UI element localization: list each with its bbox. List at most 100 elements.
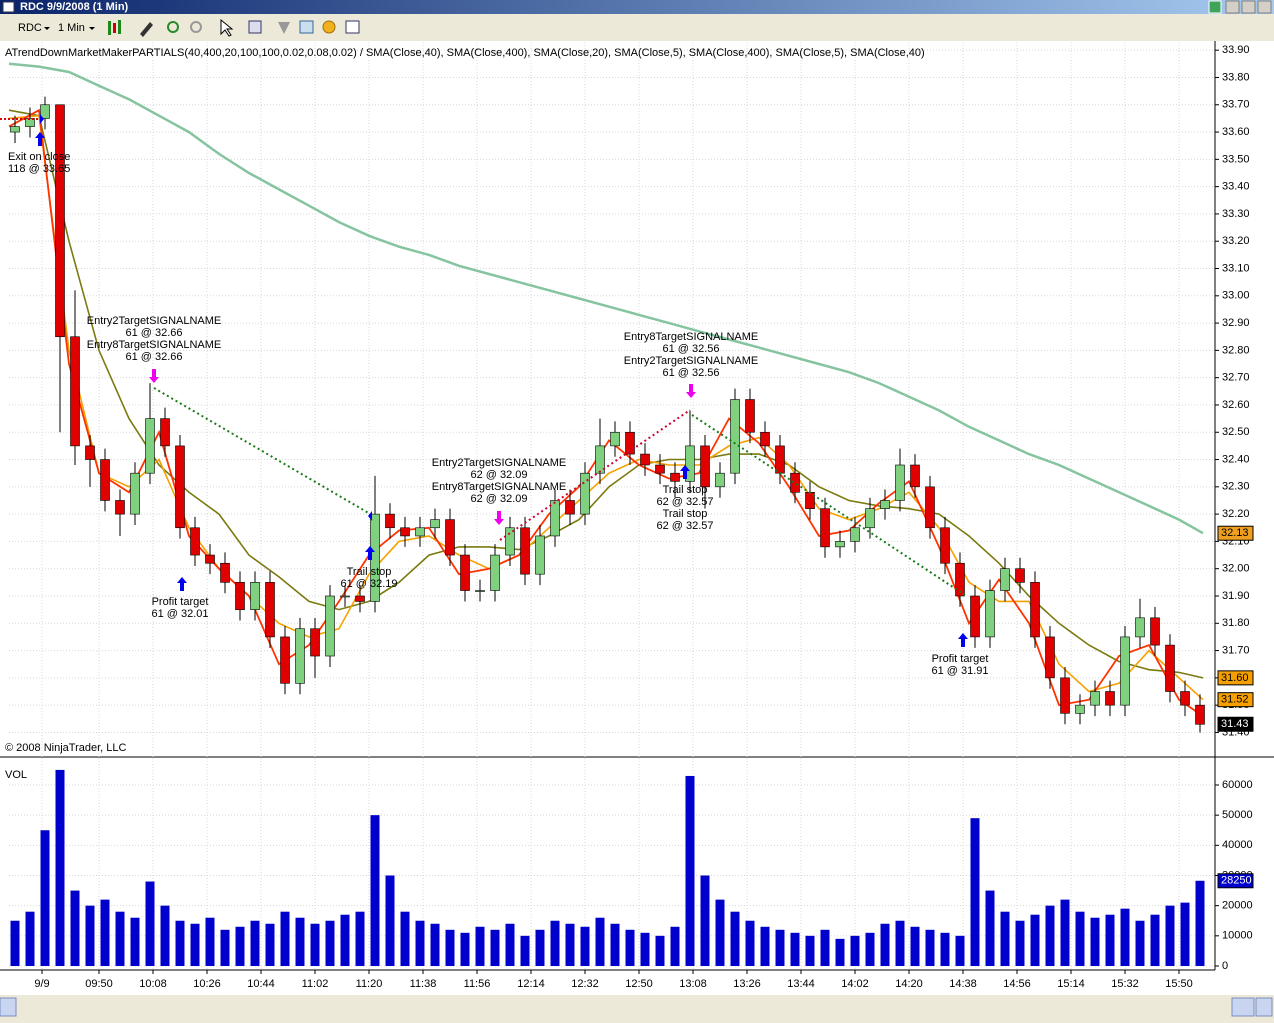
x-tick-label: 13:26 [733,978,761,990]
trade-annotation: Entry8TargetSIGNALNAME [624,331,759,343]
x-tick-label: 10:08 [139,978,167,990]
candle-body [1180,691,1190,706]
candle-body [880,500,890,509]
volume-bar [400,911,410,966]
volume-bar [205,917,215,966]
y-tick-label: 33.80 [1222,71,1250,83]
volume-bar [1105,914,1115,966]
minimize-button[interactable] [1225,0,1240,14]
candle-body [610,431,620,447]
volume-bar [805,935,815,966]
y-tick-label: 31.70 [1222,644,1250,656]
y-tick-label: 50000 [1222,809,1253,821]
candle-body [220,562,230,583]
candle-body [400,527,410,537]
scroll-left[interactable] [0,997,17,1017]
link-button[interactable] [1208,0,1222,14]
trade-annotation: 62 @ 32.09 [470,493,527,505]
instrument-selector[interactable]: RDC [18,22,42,34]
y-tick-label: 32.60 [1222,399,1250,411]
volume-bar [550,920,560,966]
volume-bar [460,932,470,966]
trade-annotation: Entry2TargetSIGNALNAME [87,315,222,327]
candle-body [250,582,260,610]
volume-bar [220,929,230,966]
volume-bar [685,775,695,966]
title-bar [0,0,1274,14]
volume-bar [880,923,890,966]
candle-body [820,508,830,548]
last-value-label: 32.13 [1221,527,1249,539]
candle-body [595,445,605,474]
x-tick-label: 9/9 [34,978,49,990]
volume-bar [295,917,305,966]
volume-bar [730,911,740,966]
candle-body [520,527,530,575]
toolbar-icons[interactable] [108,18,360,37]
candle-body [430,519,440,529]
x-tick-label: 14:38 [949,978,977,990]
x-tick-label: 11:02 [302,978,329,990]
trade-annotation: 61 @ 32.56 [662,343,719,355]
volume-bar [85,905,95,966]
candle-body [895,464,905,501]
candle-body [10,126,20,133]
trade-annotation: 61 @ 32.66 [125,351,182,363]
last-value-box [1217,873,1254,889]
volume-bar [865,932,875,966]
app-icon [2,1,15,13]
volume-bar [565,923,575,966]
candle-body [145,418,155,474]
volume-bar [895,920,905,966]
candle-body [760,431,770,447]
trade-annotation: Trail stop [663,508,708,520]
y-tick-label: 33.10 [1222,262,1250,274]
volume-bar [1000,911,1010,966]
volume-bar [445,929,455,966]
candle-body [115,500,125,515]
candle-body [85,445,95,460]
volume-bar [430,923,440,966]
y-tick-label: 32.20 [1222,508,1250,520]
volume-bar [145,881,155,966]
candle-body [775,445,785,474]
candle-body [265,582,275,638]
y-tick-label: 33.60 [1222,126,1250,138]
candle-body [940,527,950,564]
volume-bar [670,926,680,966]
volume-bar [370,815,380,966]
candle-body [985,590,995,638]
trade-annotation: 62 @ 32.09 [470,469,527,481]
volume-bar [1060,899,1070,966]
maximize-button[interactable] [1241,0,1256,14]
x-tick-label: 11:38 [410,978,437,990]
candles [10,96,1205,966]
interval-selector[interactable]: 1 Min [58,22,85,34]
volume-bar [970,818,980,966]
volume-bar [475,926,485,966]
volume-bar [775,929,785,966]
candle-body [385,513,395,529]
x-tick-label: 12:14 [517,978,545,990]
x-tick-label: 14:02 [841,978,869,990]
volume-bar [520,935,530,966]
scrollbar[interactable] [0,995,1274,1018]
scroll-right[interactable] [1255,997,1273,1017]
y-tick-label: 40000 [1222,839,1253,851]
candle-body [1015,568,1025,583]
trade-annotation: 118 @ 33.65 [8,163,70,175]
y-tick-label: 33.70 [1222,99,1250,111]
candle-body [970,595,980,638]
candle-body [790,472,800,493]
window-title: RDC 9/9/2008 (1 Min) [20,1,129,13]
volume-bar [1030,914,1040,966]
candle-body [325,595,335,657]
close-button[interactable] [1257,0,1272,14]
y-tick-label: 32.80 [1222,344,1250,356]
volume-bar [100,899,110,966]
trade-annotation: Entry2TargetSIGNALNAME [624,355,759,367]
scroll-thumb[interactable] [1231,997,1255,1017]
volume-bar [55,769,65,966]
